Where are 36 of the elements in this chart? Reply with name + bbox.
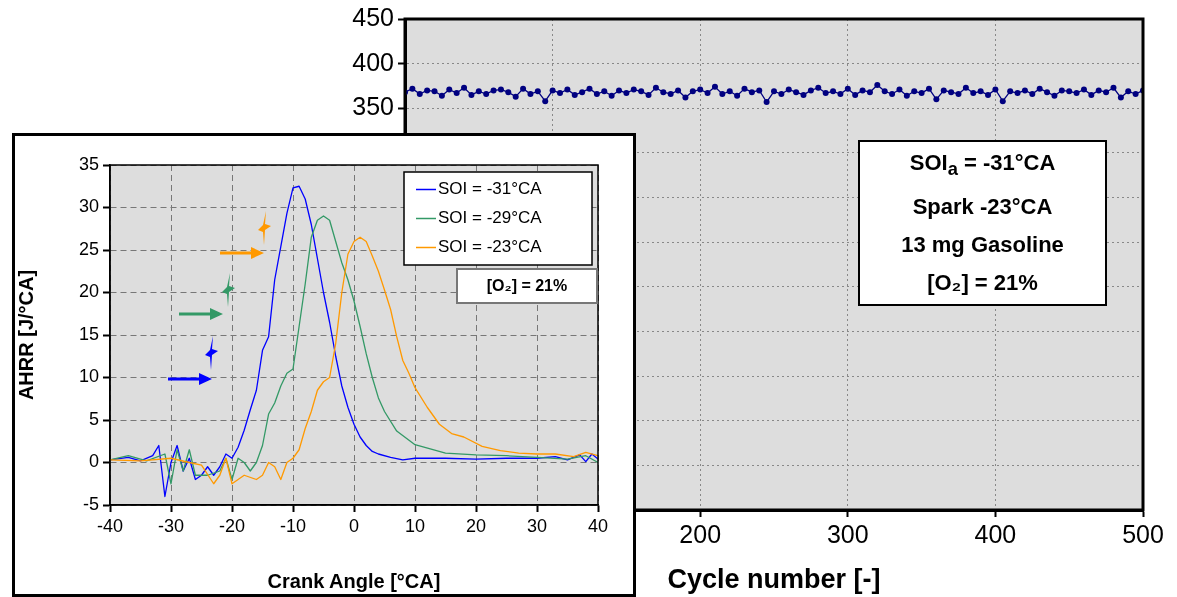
x-tick-label: 300 bbox=[826, 519, 869, 548]
y-tick-label: 400 bbox=[352, 47, 394, 76]
x-tick-label: -40 bbox=[96, 515, 124, 536]
y-tick-label: 10 bbox=[78, 366, 99, 387]
x-tick-label: 40 bbox=[587, 515, 609, 536]
y-tick-label: 350 bbox=[352, 92, 394, 121]
x-tick-label: -10 bbox=[279, 515, 307, 536]
x-tick-label: -20 bbox=[218, 515, 246, 536]
y-axis-title: AHRR [J/°CA] bbox=[14, 269, 37, 401]
x-axis-title: Crank Angle [°CA] bbox=[267, 569, 441, 592]
x-tick-label: 20 bbox=[465, 515, 487, 536]
x-tick-label: 10 bbox=[404, 515, 426, 536]
legend-label: SOI = -23°CA bbox=[438, 237, 543, 257]
annotation: SOI$_{a}$ = -31°CA bbox=[908, 149, 1057, 182]
annotation: Spark -23°CA bbox=[911, 193, 1054, 222]
annotation: [O₂] = 21% bbox=[926, 269, 1039, 298]
y-tick-label: 25 bbox=[78, 238, 99, 259]
y-tick-label: -5 bbox=[82, 493, 99, 514]
x-tick-label: 30 bbox=[526, 515, 548, 536]
y-tick-label: 35 bbox=[78, 153, 99, 174]
annotation: [O₂] = 21% bbox=[486, 277, 568, 294]
annotation: 13 mg Gasoline bbox=[900, 231, 1065, 260]
x-tick-label: 400 bbox=[974, 519, 1017, 548]
y-tick-label: 15 bbox=[78, 323, 99, 344]
x-tick-label: 200 bbox=[679, 519, 722, 548]
y-tick-label: 450 bbox=[352, 2, 394, 31]
text-box: [O₂] = 21% bbox=[456, 268, 598, 304]
y-tick-label: 0 bbox=[88, 451, 99, 472]
legend-label: SOI = -31°CA bbox=[438, 179, 543, 199]
y-tick-label: 30 bbox=[78, 196, 99, 217]
x-tick-label: 500 bbox=[1122, 519, 1164, 548]
legend-label: SOI = -29°CA bbox=[438, 208, 543, 228]
x-tick-label: -30 bbox=[157, 515, 185, 536]
y-tick-label: 5 bbox=[88, 408, 99, 429]
x-axis-title: Cycle number [-] bbox=[667, 564, 881, 595]
y-tick-label: 20 bbox=[78, 281, 99, 302]
